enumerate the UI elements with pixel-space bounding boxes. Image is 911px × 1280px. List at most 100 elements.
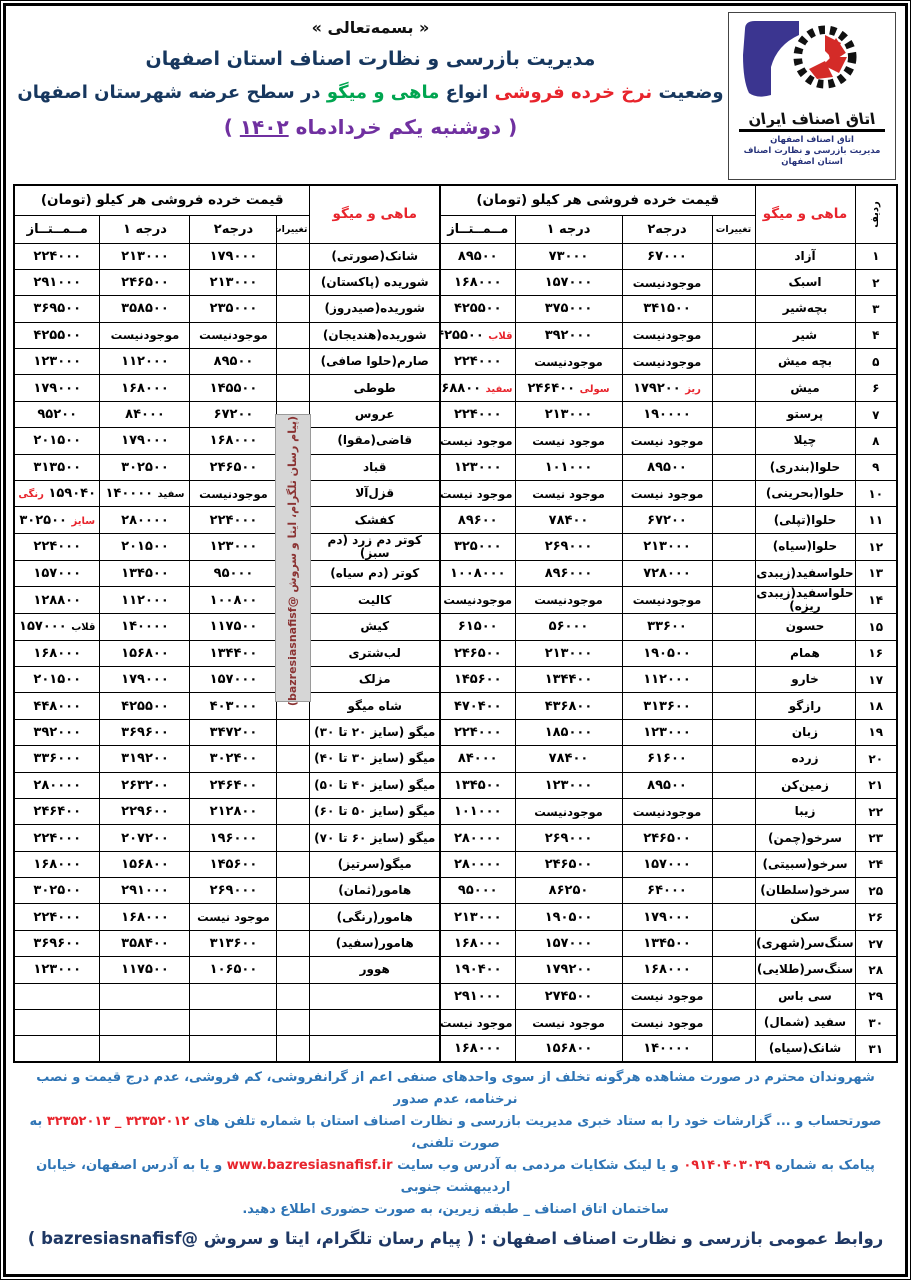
- change-cell: [711, 850, 756, 879]
- change-cell: [711, 956, 756, 984]
- grade1-cell: [99, 1009, 191, 1037]
- change-cell: [276, 824, 311, 852]
- price-header-right: قیمت خرده فروشی هر کیلو (تومان): [438, 184, 756, 216]
- text-segment: ماهی و میگو: [326, 82, 440, 103]
- grade2-cell: ۲۱۳۰۰۰: [189, 268, 278, 297]
- table-row: ۱۱ حلوا(تپلی) ۶۷۲۰۰ ۷۸۴۰۰ ۸۹۶۰۰ کفشک ۲۲۴۰۰۰ ۲۸۰…: [13, 506, 898, 534]
- change-cell: [711, 824, 756, 852]
- fish-name-cell: حلوا(بندری): [754, 453, 856, 482]
- row-index-cell: ۲۸: [854, 956, 898, 984]
- grade2-cell: ۱۶۸۰۰۰: [621, 956, 713, 984]
- premium-cell: ۲۸۰۰۰۰: [13, 771, 101, 799]
- row-index-cell: ۵: [854, 348, 898, 376]
- fish-name-cell: مزلک: [309, 665, 441, 694]
- premium-cell: موجودنیست: [438, 586, 516, 615]
- grade2-cell: ۳۴۷۲۰۰: [189, 718, 278, 747]
- row-index-cell: ۱۸: [854, 692, 898, 720]
- row-index-cell: ۲۴: [854, 850, 898, 879]
- change-cell: [711, 929, 756, 958]
- asnaf-iran-logo-icon: [743, 21, 857, 97]
- grade2-cell: موجودنیست: [189, 321, 278, 350]
- grade2-cell: موجودنیست: [621, 321, 713, 350]
- premium-cell: ۱۲۳۰۰۰: [13, 956, 101, 984]
- fish-name-cell: سرخو(سلطان): [754, 877, 856, 905]
- table-row: ۱ آزاد ۶۷۰۰۰ ۷۳۰۰۰ ۸۹۵۰۰ شانک(صورتی) ۱۷۹۰۰۰ ۲۱۳…: [13, 242, 898, 270]
- fish-name-cell: عروس: [309, 400, 441, 429]
- text-segment: ۳۲۳۵۲۰۱۲ _ ۳۲۳۵۲۰۱۳: [46, 1114, 190, 1130]
- fish-name-cell: رازگو: [754, 692, 856, 720]
- fish-name-cell: هوور: [309, 956, 441, 984]
- premium-col-header: مــمــتــاز: [438, 214, 516, 244]
- change-cell: [276, 321, 311, 350]
- fish-name-cell: سکن: [754, 903, 856, 931]
- premium-cell: موجود نیست: [438, 427, 516, 455]
- change-cell: [711, 268, 756, 297]
- table-row: ۲۴ سرخو(سبیتی) ۱۵۷۰۰۰ ۲۴۶۵۰۰ ۲۸۰۰۰۰ میگو(سرتی…: [13, 850, 898, 879]
- grade2-cell: ۱۰۶۵۰۰: [189, 956, 278, 984]
- grade2-cell: ۱۹۰۰۰۰: [621, 400, 713, 429]
- table-row: ۲۲ زیبا موجودنیست موجودنیست ۱۰۱۰۰۰ میگو (سایز…: [13, 797, 898, 826]
- table-row: ۱۶ همام ۱۹۰۵۰۰ ۲۱۳۰۰۰ ۲۴۶۵۰۰ لب‌شتری ۱۳۴۴۰۰ ۱۵۶…: [13, 639, 898, 667]
- fish-name-cell: میگو (سایز ۳۰ تا ۴۰): [309, 745, 441, 773]
- grade1-cell: ۱۵۷۰۰۰: [514, 268, 623, 297]
- change-cell: [276, 374, 311, 402]
- price-table-body: ۱ آزاد ۶۷۰۰۰ ۷۳۰۰۰ ۸۹۵۰۰ شانک(صورتی) ۱۷۹۰۰۰ ۲۱۳…: [13, 242, 898, 1063]
- grade1-cell: ۴۳۶۸۰۰: [514, 692, 623, 720]
- fish-name-cell: میش: [754, 374, 856, 402]
- fish-name-cell: آزاد: [754, 242, 856, 270]
- premium-cell: ۱۶۸۰۰۰: [13, 639, 101, 667]
- grade2-cell: موجود نیست: [621, 427, 713, 455]
- premium-cell: ۳۹۲۰۰۰: [13, 718, 101, 747]
- notice-frame: اتاق اصناف ایران اتاق اصناف اصفهان مدیری…: [3, 3, 908, 1277]
- grade1-cell: ۱۴۰۰۰۰: [99, 613, 191, 641]
- change-cell: [711, 1009, 756, 1037]
- table-row: ۹ حلوا(بندری) ۸۹۵۰۰ ۱۰۱۰۰۰ ۱۲۳۰۰۰ قباد ۲۴۶۵۰۰ ۳…: [13, 453, 898, 482]
- premium-cell: ۴۷۰۴۰۰: [438, 692, 516, 720]
- row-index-cell: ۲۹: [854, 982, 898, 1011]
- premium-cell: ۱۶۸۰۰۰: [438, 1035, 516, 1063]
- grade2-cell: ۳۳۶۰۰: [621, 613, 713, 641]
- premium-cell: ۲۲۴۰۰۰: [438, 348, 516, 376]
- grade1-cell: ۷۳۰۰۰: [514, 242, 623, 270]
- change-cell: [711, 613, 756, 641]
- grade2-cell: موجود نیست: [621, 480, 713, 508]
- row-index-cell: ۱۶: [854, 639, 898, 667]
- fish-name-cell: هامور(رنگی): [309, 903, 441, 931]
- premium-cell: ۳۲۵۰۰۰: [438, 532, 516, 561]
- premium-col-header: مــمــتــاز: [13, 214, 101, 244]
- row-index-cell: ۲۳: [854, 824, 898, 852]
- grade1-cell: ۲۱۳۰۰۰: [99, 242, 191, 270]
- row-index-cell: ۱۹: [854, 718, 898, 747]
- price-value: ۱۷۹۲۰۰: [633, 380, 681, 396]
- change-cell: [711, 427, 756, 455]
- row-index-cell: ۲۲: [854, 797, 898, 826]
- premium-cell: [13, 982, 101, 1011]
- fish-name-cell: [309, 1009, 441, 1037]
- premium-cell: ۱۰۰۸۰۰۰: [438, 559, 516, 588]
- premium-cell: ۱۵۷۰۰۰: [13, 559, 101, 588]
- premium-cell: ۲۲۴۰۰۰: [13, 242, 101, 270]
- fish-name-cell: بچه‌شیر: [754, 295, 856, 323]
- change-cell: [711, 745, 756, 773]
- grade1-cell: ۱۲۳۰۰۰: [514, 771, 623, 799]
- grade2-cell: ۳۴۱۵۰۰: [621, 295, 713, 323]
- fish-name-cell: میگو (سایز ۴۰ تا ۵۰): [309, 771, 441, 799]
- grade2-cell: ۱۲۳۰۰۰: [189, 532, 278, 561]
- premium-cell: قلاب ۱۵۷۰۰۰: [13, 613, 101, 641]
- grade1-cell: ۱۳۴۴۰۰: [514, 665, 623, 694]
- text-segment: پیامک به شماره: [770, 1158, 875, 1174]
- grade2-cell: ۲۴۶۵۰۰: [189, 453, 278, 482]
- price-tag: قلاب: [71, 622, 96, 634]
- premium-cell: ۲۴۶۴۰۰: [13, 797, 101, 826]
- grade2-cell: [189, 982, 278, 1011]
- premium-cell: ۱۹۰۴۰۰: [438, 956, 516, 984]
- price-tag: سفید: [485, 383, 513, 395]
- logo-divider: [739, 129, 885, 132]
- fish-name-cell: طوطی: [309, 374, 441, 402]
- row-index-cell: ۲۶: [854, 903, 898, 931]
- logo-brand-text: اتاق اصناف ایران: [747, 110, 877, 128]
- fish-header-left: ماهی و میگو: [309, 184, 441, 244]
- row-index-cell: ۹: [854, 453, 898, 482]
- fish-name-cell: زبان: [754, 718, 856, 747]
- change-cell: [711, 453, 756, 482]
